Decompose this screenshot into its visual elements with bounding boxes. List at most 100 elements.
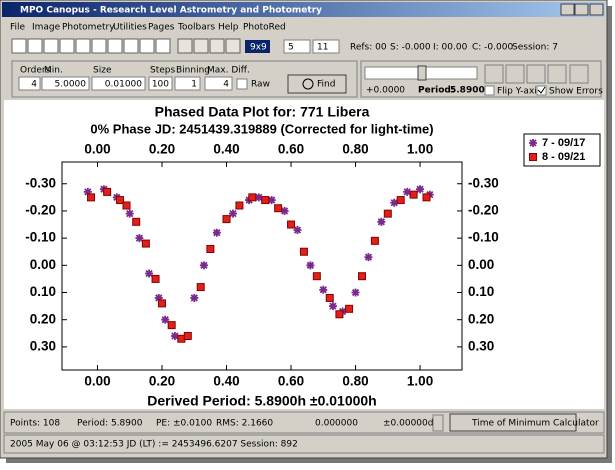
menu-item[interactable]: Photometry (62, 23, 115, 33)
field-value: 4 (223, 80, 229, 90)
data-point (358, 272, 366, 281)
chart: Phased Data Plot for: 771 Libera 0% Phas… (25, 104, 601, 409)
raw-checkbox[interactable] (236, 78, 248, 90)
data-point (145, 269, 154, 278)
x-tick-label-top: 0.60 (278, 142, 304, 157)
grid-value: 9x9 (250, 43, 267, 53)
legend-marker (529, 139, 537, 147)
toolbar-icon[interactable] (27, 38, 43, 54)
grid-select[interactable] (245, 40, 270, 53)
flip-checkbox[interactable] (484, 85, 495, 96)
data-point (312, 272, 321, 281)
toolbar-icon[interactable] (225, 38, 241, 54)
tool-button[interactable] (569, 64, 589, 84)
data-point (422, 193, 431, 202)
slider-thumb[interactable] (417, 65, 427, 81)
toolbar-icon[interactable] (75, 38, 91, 54)
tool-button[interactable] (484, 64, 504, 84)
menu-item[interactable]: Image (32, 23, 61, 33)
toolbar-icon[interactable] (43, 38, 59, 54)
toolbar-icon[interactable] (177, 38, 193, 54)
maximize[interactable] (574, 3, 589, 16)
field-box[interactable] (148, 76, 173, 91)
y-tick-label: 0.30 (30, 338, 56, 353)
toolbar-icon[interactable] (91, 38, 107, 54)
y-tick-label: -0.30 (25, 175, 56, 190)
toolbar-icon[interactable] (11, 38, 27, 54)
data-point (280, 206, 289, 215)
y-tick-label: 0.00 (30, 257, 56, 272)
x-tick-label: 0.00 (84, 374, 110, 389)
toolbar: 9x9 5 11 Refs: 00 S: -0.000 I: 00.00 C: … (11, 38, 558, 54)
tmin-button[interactable] (449, 413, 577, 432)
data-point (248, 193, 257, 202)
data-point (141, 239, 150, 248)
close[interactable] (589, 3, 604, 16)
c-value: C: -0.000 (472, 43, 513, 53)
toolbar-icon[interactable] (209, 38, 225, 54)
menu-item[interactable]: Help (218, 23, 239, 33)
field-label: Steps (150, 66, 175, 76)
field-box[interactable] (204, 76, 233, 91)
data-point (228, 209, 237, 218)
status-rms: RMS: 2.1660 (216, 419, 273, 429)
field-box[interactable] (41, 76, 90, 91)
data-point (167, 321, 176, 330)
find-button[interactable] (287, 74, 347, 94)
x-tick-label: 0.20 (149, 374, 175, 389)
toolbar-icon[interactable] (193, 38, 209, 54)
data-point (132, 217, 141, 226)
toolbar-icon[interactable] (139, 38, 155, 54)
toolbar-icon[interactable] (123, 38, 139, 54)
status-points: Points: 108 (10, 419, 60, 429)
data-point (222, 215, 231, 224)
tool-button[interactable] (505, 64, 525, 84)
y-tick-label-right: 0.30 (468, 338, 494, 353)
menu-item[interactable]: File (10, 23, 26, 33)
status-bar: Points: 108 Period: 5.8900 PE: ±0.0100 R… (3, 411, 605, 454)
toolbar-icon[interactable] (155, 38, 171, 54)
menu-item[interactable]: Utilities (113, 23, 147, 33)
field-label: Size (93, 66, 112, 76)
data-point (383, 209, 392, 218)
aperture-select[interactable] (283, 39, 311, 54)
y-tick-label-right: 0.20 (468, 311, 494, 326)
field-box[interactable] (18, 76, 41, 91)
data-point (199, 261, 208, 270)
data-point (319, 285, 328, 294)
spinner[interactable] (432, 414, 444, 432)
field-box[interactable] (174, 76, 201, 91)
data-point (416, 185, 425, 194)
data-point (274, 204, 283, 213)
title-bar (2, 2, 605, 17)
legend-label: 8 - 09/21 (542, 151, 585, 163)
outer-select[interactable] (312, 39, 340, 54)
data-point (403, 187, 412, 196)
tool-button[interactable] (547, 64, 567, 84)
toolbar-icon[interactable] (107, 38, 123, 54)
errors-checkbox[interactable] (536, 85, 547, 96)
data-point (364, 253, 373, 262)
data-point (299, 247, 308, 256)
chart-subtitle: 0% Phase JD: 2451439.319889 (Corrected f… (90, 121, 433, 136)
tool-button[interactable] (526, 64, 546, 84)
status-value: 0.000000 (315, 419, 358, 429)
data-point (183, 332, 192, 341)
field-box[interactable] (91, 76, 146, 91)
minimize[interactable] (560, 3, 575, 16)
period-label: Period: (418, 86, 454, 96)
session: Session: 7 (512, 43, 558, 53)
errors-label: Show Errors (549, 87, 603, 97)
x-tick-label: 0.40 (213, 374, 239, 389)
window-buttons[interactable] (560, 3, 604, 16)
menu-item[interactable]: PhotoRed (243, 23, 286, 33)
data-point (267, 196, 276, 205)
toolbar-icon[interactable] (59, 38, 75, 54)
data-point (161, 315, 170, 324)
menu-item[interactable]: Pages (148, 23, 175, 33)
menu-item[interactable]: Toolbars (177, 23, 215, 33)
legend-label: 7 - 09/17 (542, 137, 585, 149)
tmin-label: Time of Minimum Calculator (471, 419, 599, 429)
